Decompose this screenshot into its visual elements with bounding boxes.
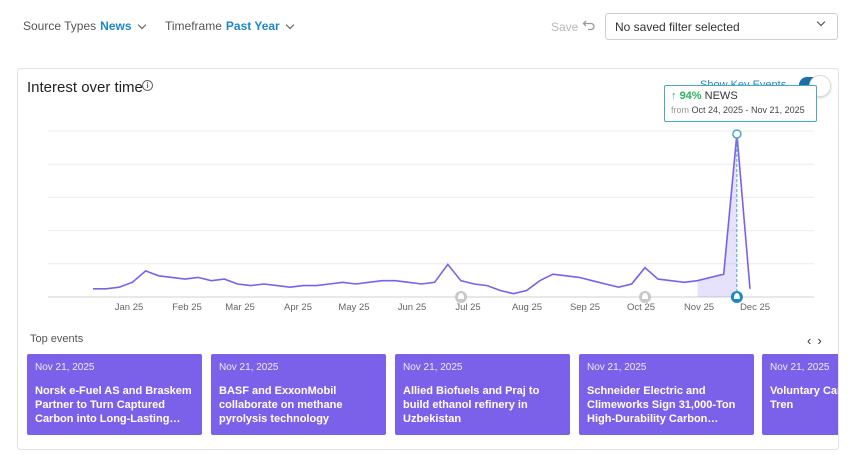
key-event-markers bbox=[455, 291, 743, 303]
timeframe-filter[interactable]: Timeframe Past Year bbox=[165, 19, 294, 33]
arrow-up-icon: ↑ bbox=[671, 90, 677, 102]
top-events-list: Nov 21, 2025 Norsk e-Fuel AS and Braskem… bbox=[27, 354, 838, 436]
highlight-area bbox=[697, 134, 737, 297]
x-tick-label: Feb 25 bbox=[172, 302, 202, 313]
event-card[interactable]: Nov 21, 2025 Voluntary Carbon Market: Tr… bbox=[762, 354, 838, 435]
x-tick-label: May 25 bbox=[338, 302, 369, 313]
tooltip-from-label: from bbox=[671, 105, 689, 115]
tooltip-series: NEWS bbox=[704, 90, 738, 102]
event-card[interactable]: Nov 21, 2025 Schneider Electric and Clim… bbox=[579, 354, 754, 435]
chevron-down-icon bbox=[137, 20, 146, 29]
bell-icon bbox=[458, 293, 464, 299]
chevron-down-icon bbox=[816, 17, 826, 27]
interest-over-time-card: Jan 25 Feb 25 Mar 25 Apr 25 May 25 Jun 25 Jul … bbox=[17, 68, 839, 450]
x-tick-label: Jun 25 bbox=[398, 302, 427, 313]
x-tick-label: Oct 25 bbox=[627, 302, 655, 313]
chart-grid bbox=[48, 130, 814, 298]
event-title: Allied Biofuels and Praj to build ethano… bbox=[403, 385, 540, 425]
x-tick-label: Aug 25 bbox=[512, 302, 542, 313]
x-tick-label: Dec 25 bbox=[740, 302, 770, 313]
interest-chart: Jan 25 Feb 25 Mar 25 Apr 25 May 25 Jun 25 Jul … bbox=[48, 129, 814, 313]
tooltip-range: Oct 24, 2025 - Nov 21, 2025 bbox=[691, 105, 805, 115]
event-date: Nov 21, 2025 bbox=[219, 362, 279, 373]
highlight-point bbox=[732, 129, 742, 139]
x-tick-label: Jul 25 bbox=[455, 302, 480, 313]
saved-filter-select[interactable]: No saved filter selected bbox=[605, 13, 838, 40]
event-card[interactable]: Nov 21, 2025 Allied Biofuels and Praj to… bbox=[395, 354, 570, 435]
event-date: Nov 21, 2025 bbox=[35, 362, 95, 373]
event-date: Nov 21, 2025 bbox=[770, 362, 830, 373]
series-line bbox=[93, 133, 751, 295]
x-axis-ticks: Jan 25 Feb 25 Mar 25 Apr 25 May 25 Jun 25 Jul … bbox=[115, 302, 770, 313]
event-title: Schneider Electric and Climeworks Sign 3… bbox=[587, 385, 736, 425]
next-icon[interactable]: › bbox=[817, 333, 828, 348]
info-icon[interactable]: i bbox=[142, 80, 153, 91]
timeframe-value: Past Year bbox=[225, 19, 280, 33]
event-title: Norsk e-Fuel AS and Braskem Partner to T… bbox=[35, 385, 192, 425]
event-date: Nov 21, 2025 bbox=[587, 362, 647, 373]
save-button[interactable]: Save bbox=[551, 20, 579, 34]
x-tick-label: Sep 25 bbox=[570, 302, 600, 313]
x-tick-label: Mar 25 bbox=[225, 302, 255, 313]
event-title: BASF and ExxonMobil collaborate on metha… bbox=[219, 385, 343, 425]
x-tick-label: Jan 25 bbox=[115, 302, 144, 313]
bell-icon bbox=[642, 293, 648, 299]
chevron-down-icon bbox=[285, 20, 294, 29]
event-card[interactable]: Nov 21, 2025 Norsk e-Fuel AS and Braskem… bbox=[27, 354, 202, 435]
saved-filter-value: No saved filter selected bbox=[615, 20, 740, 34]
tooltip-percent: 94% bbox=[679, 90, 702, 102]
event-date: Nov 21, 2025 bbox=[403, 362, 463, 373]
top-events-heading: Top events bbox=[30, 333, 84, 345]
x-tick-label: Apr 25 bbox=[284, 302, 312, 313]
card-title: Interest over time bbox=[27, 79, 143, 96]
bell-icon bbox=[733, 293, 740, 299]
source-types-value: News bbox=[100, 19, 132, 33]
previous-icon[interactable]: ‹ bbox=[807, 333, 818, 348]
undo-icon[interactable] bbox=[582, 18, 596, 37]
source-types-filter[interactable]: Source Types News bbox=[23, 19, 146, 33]
timeframe-label: Timeframe bbox=[165, 19, 222, 33]
source-types-label: Source Types bbox=[23, 19, 97, 33]
event-card[interactable]: Nov 21, 2025 BASF and ExxonMobil collabo… bbox=[211, 354, 386, 435]
x-tick-label: Nov 25 bbox=[684, 302, 714, 313]
events-nav: ‹› bbox=[807, 333, 828, 348]
event-title: Voluntary Carbon Market: Tren bbox=[770, 385, 838, 411]
chart-tooltip: ↑ 94% NEWS from Oct 24, 2025 - Nov 21, 2… bbox=[664, 85, 817, 122]
filter-bar: Source Types News Timeframe Past Year Sa… bbox=[0, 0, 859, 52]
